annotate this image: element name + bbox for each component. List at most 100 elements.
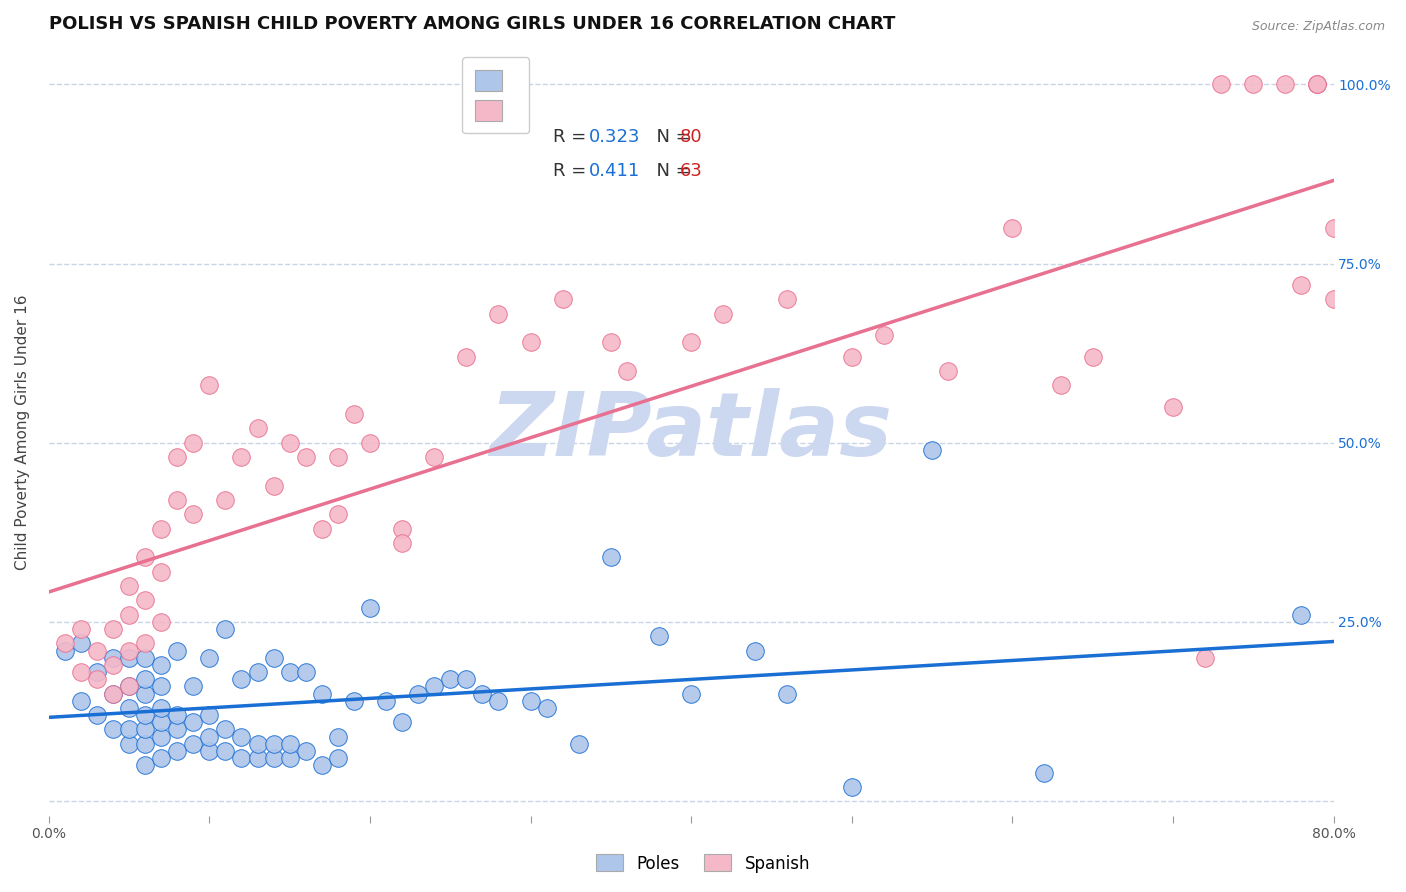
Point: [166, 643, 188, 657]
Point: [118, 579, 141, 593]
Text: ZIPatlas: ZIPatlas: [489, 389, 893, 475]
Point: [231, 751, 253, 765]
Point: [70, 694, 93, 708]
Point: [70, 665, 93, 680]
Point: [246, 421, 269, 435]
Point: [246, 751, 269, 765]
Point: [278, 435, 301, 450]
Y-axis label: Child Poverty Among Girls Under 16: Child Poverty Among Girls Under 16: [15, 294, 30, 570]
Point: [439, 673, 461, 687]
Point: [86, 665, 108, 680]
Point: [406, 687, 429, 701]
Point: [150, 522, 173, 536]
Point: [134, 758, 156, 772]
Point: [198, 708, 221, 723]
Point: [198, 744, 221, 758]
Point: [1306, 77, 1329, 91]
Point: [1306, 77, 1329, 91]
Point: [343, 694, 366, 708]
Point: [134, 673, 156, 687]
Point: [263, 479, 285, 493]
Point: [166, 708, 188, 723]
Point: [776, 687, 799, 701]
Point: [711, 307, 734, 321]
Point: [134, 737, 156, 751]
Point: [616, 364, 638, 378]
Point: [263, 751, 285, 765]
Point: [1081, 350, 1104, 364]
Point: [519, 694, 541, 708]
Point: [1209, 77, 1232, 91]
Point: [198, 650, 221, 665]
Point: [118, 737, 141, 751]
Point: [599, 335, 621, 350]
Point: [278, 665, 301, 680]
Point: [294, 665, 316, 680]
Point: [681, 335, 703, 350]
Point: [181, 435, 204, 450]
Point: [1306, 77, 1329, 91]
Point: [150, 615, 173, 629]
Point: [841, 350, 863, 364]
Point: [166, 744, 188, 758]
Point: [263, 737, 285, 751]
Text: 0.411: 0.411: [589, 161, 640, 180]
Point: [70, 636, 93, 650]
Point: [150, 751, 173, 765]
Point: [150, 701, 173, 715]
Point: [391, 536, 413, 550]
Point: [166, 450, 188, 464]
Text: POLISH VS SPANISH CHILD POVERTY AMONG GIRLS UNDER 16 CORRELATION CHART: POLISH VS SPANISH CHILD POVERTY AMONG GI…: [49, 15, 896, 33]
Point: [166, 723, 188, 737]
Point: [456, 350, 478, 364]
Point: [198, 378, 221, 392]
Point: [343, 407, 366, 421]
Point: [519, 335, 541, 350]
Point: [231, 450, 253, 464]
Point: [536, 701, 558, 715]
Point: [423, 680, 446, 694]
Point: [456, 673, 478, 687]
Point: [70, 622, 93, 636]
Text: R =: R =: [554, 161, 592, 180]
Point: [294, 450, 316, 464]
Point: [53, 643, 76, 657]
Point: [311, 758, 333, 772]
Point: [1291, 278, 1313, 293]
Point: [150, 657, 173, 672]
Point: [1194, 650, 1216, 665]
Point: [118, 680, 141, 694]
Point: [86, 673, 108, 687]
Point: [744, 643, 766, 657]
Point: [423, 450, 446, 464]
Point: [1322, 293, 1344, 307]
Point: [568, 737, 591, 751]
Point: [1049, 378, 1071, 392]
Point: [471, 687, 494, 701]
Point: [311, 687, 333, 701]
Point: [231, 673, 253, 687]
Point: [921, 442, 943, 457]
Point: [101, 657, 124, 672]
Point: [681, 687, 703, 701]
Point: [134, 723, 156, 737]
Text: N =: N =: [645, 128, 696, 146]
Point: [198, 730, 221, 744]
Point: [134, 593, 156, 607]
Point: [118, 650, 141, 665]
Point: [134, 650, 156, 665]
Point: [166, 493, 188, 508]
Point: [326, 450, 349, 464]
Point: [231, 730, 253, 744]
Point: [118, 643, 141, 657]
Point: [86, 643, 108, 657]
Point: [101, 622, 124, 636]
Point: [1001, 220, 1024, 235]
Point: [246, 665, 269, 680]
Point: [1274, 77, 1296, 91]
Point: [1161, 400, 1184, 414]
Point: [278, 751, 301, 765]
Legend: Poles, Spanish: Poles, Spanish: [589, 847, 817, 880]
Point: [486, 307, 509, 321]
Text: 63: 63: [681, 161, 703, 180]
